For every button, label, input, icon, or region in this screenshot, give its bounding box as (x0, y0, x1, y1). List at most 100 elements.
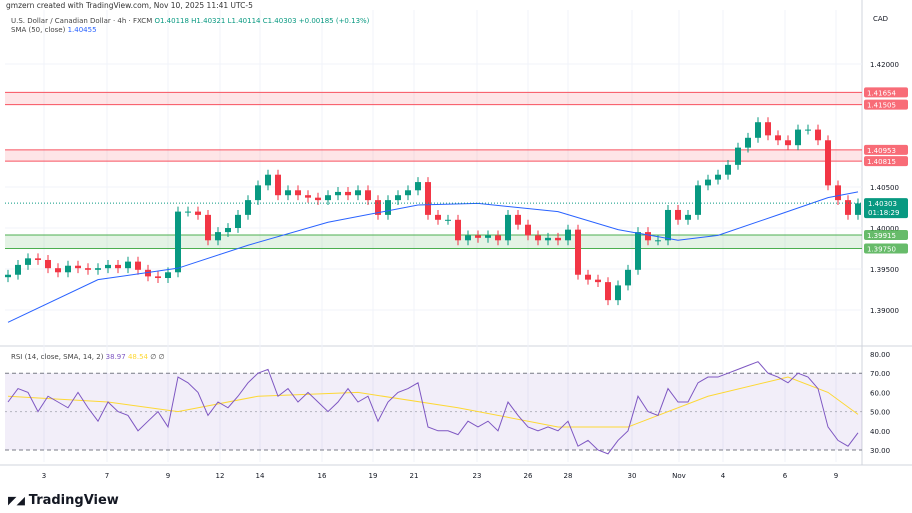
rsi-line (7, 361, 859, 455)
candle-body (355, 190, 361, 196)
candle-body (845, 200, 851, 215)
candle-body (175, 211, 181, 273)
rsi-tick-label: 50.00 (870, 409, 890, 417)
candle-body (435, 214, 441, 220)
open-value: O1.40118 (154, 17, 189, 25)
candle-body (385, 200, 391, 215)
candle-body (625, 269, 631, 286)
low-value: L1.40114 (227, 17, 261, 25)
last-price-tag (864, 198, 908, 219)
candle-body (615, 285, 621, 301)
candle-body (405, 190, 411, 196)
candle-body (295, 190, 301, 196)
candle-body (345, 191, 351, 196)
rsi-tick-label: 60.00 (870, 389, 890, 397)
price-tick-label: 1.39500 (870, 266, 899, 274)
sma-value: 1.40455 (67, 26, 97, 34)
time-tick-label: 3 (42, 472, 46, 480)
rsi-value: 38.97 (105, 353, 126, 361)
rsi-tick-label: 70.00 (870, 370, 890, 378)
sma-legend[interactable]: SMA (50, close) 1.40455 (11, 26, 97, 34)
close-value: C1.40303 (262, 17, 297, 25)
candle-body (465, 235, 471, 241)
candle-body (305, 195, 311, 198)
tradingview-logo: ◤◢ TradingView (8, 493, 119, 508)
candle-body (45, 259, 51, 269)
candle-body (265, 174, 271, 186)
candle-body (795, 129, 801, 146)
time-tick-label: 23 (473, 472, 482, 480)
candle-body (565, 229, 571, 241)
candle-body (195, 211, 201, 215)
candle-body (715, 174, 721, 180)
zone-price-label: 1.40815 (867, 158, 896, 166)
time-tick-label: 7 (105, 472, 109, 480)
candle-body (455, 219, 461, 241)
zone-price-tag (864, 229, 908, 240)
time-tick-label: 4 (721, 472, 726, 480)
candle-body (425, 182, 431, 215)
candle-body (155, 276, 161, 279)
candle-body (225, 228, 231, 233)
candle-body (665, 209, 671, 241)
candle-body (775, 135, 781, 141)
candle-body (525, 224, 531, 236)
rsi-tick-label: 30.00 (870, 447, 890, 455)
candle-body (15, 264, 21, 275)
candle-body (855, 203, 861, 215)
candle-body (635, 232, 641, 270)
candle-body (375, 200, 381, 215)
candle-body (105, 264, 111, 269)
price-tick-label: 1.39000 (870, 307, 899, 315)
candle-body (185, 211, 191, 213)
zone-price-label: 1.39915 (867, 232, 896, 240)
rsi-legend[interactable]: RSI (14, close, SMA, 14, 2) 38.97 48.54 … (11, 353, 165, 361)
time-tick-label: 12 (216, 472, 225, 480)
candle-body (695, 185, 701, 215)
candle-body (285, 190, 291, 196)
time-tick-label: Nov (672, 472, 686, 480)
resistance-zone (5, 149, 862, 162)
candle-body (275, 174, 281, 196)
currency-label[interactable]: CAD (873, 15, 889, 23)
candle-body (235, 214, 241, 228)
candle-body (65, 265, 71, 273)
zone-price-tag (864, 87, 908, 98)
candle-body (605, 282, 611, 301)
rsi-tick-label: 40.00 (870, 428, 890, 436)
candle-body (135, 261, 141, 270)
candle-body (85, 268, 91, 270)
time-tick-label: 14 (256, 472, 265, 480)
candle-body (75, 265, 81, 269)
candle-body (575, 229, 581, 275)
zone-price-tag (864, 156, 908, 167)
rsi-tick-label: 80.00 (870, 351, 890, 359)
credit-text: gmzern created with TradingView.com, Nov… (6, 1, 253, 10)
candle-body (835, 185, 841, 201)
candle-body (675, 209, 681, 220)
candle-body (165, 272, 171, 279)
time-tick-label: 21 (410, 472, 419, 480)
symbol-name[interactable]: U.S. Dollar / Canadian Dollar · 4h · FXC… (11, 17, 153, 25)
rsi-ma-value: 48.54 (127, 353, 148, 361)
price-tick-label: 1.42000 (870, 61, 899, 69)
zone-price-label: 1.40953 (867, 147, 896, 155)
candle-body (705, 179, 711, 186)
candle-body (805, 129, 811, 131)
zone-price-label: 1.41505 (867, 102, 896, 110)
candle-body (95, 268, 101, 270)
candle-body (215, 232, 221, 241)
candle-body (125, 261, 131, 269)
price-tick-label: 1.40500 (870, 184, 899, 192)
candle-body (755, 122, 761, 138)
candle-body (745, 137, 751, 148)
last-price-label: 1.40303 (868, 200, 897, 208)
candle-body (315, 197, 321, 201)
candle-body (725, 164, 731, 175)
candle-body (765, 122, 771, 136)
zone-price-tag (864, 144, 908, 155)
zone-price-tag (864, 99, 908, 110)
candle-body (145, 269, 151, 277)
candle-body (245, 200, 251, 215)
